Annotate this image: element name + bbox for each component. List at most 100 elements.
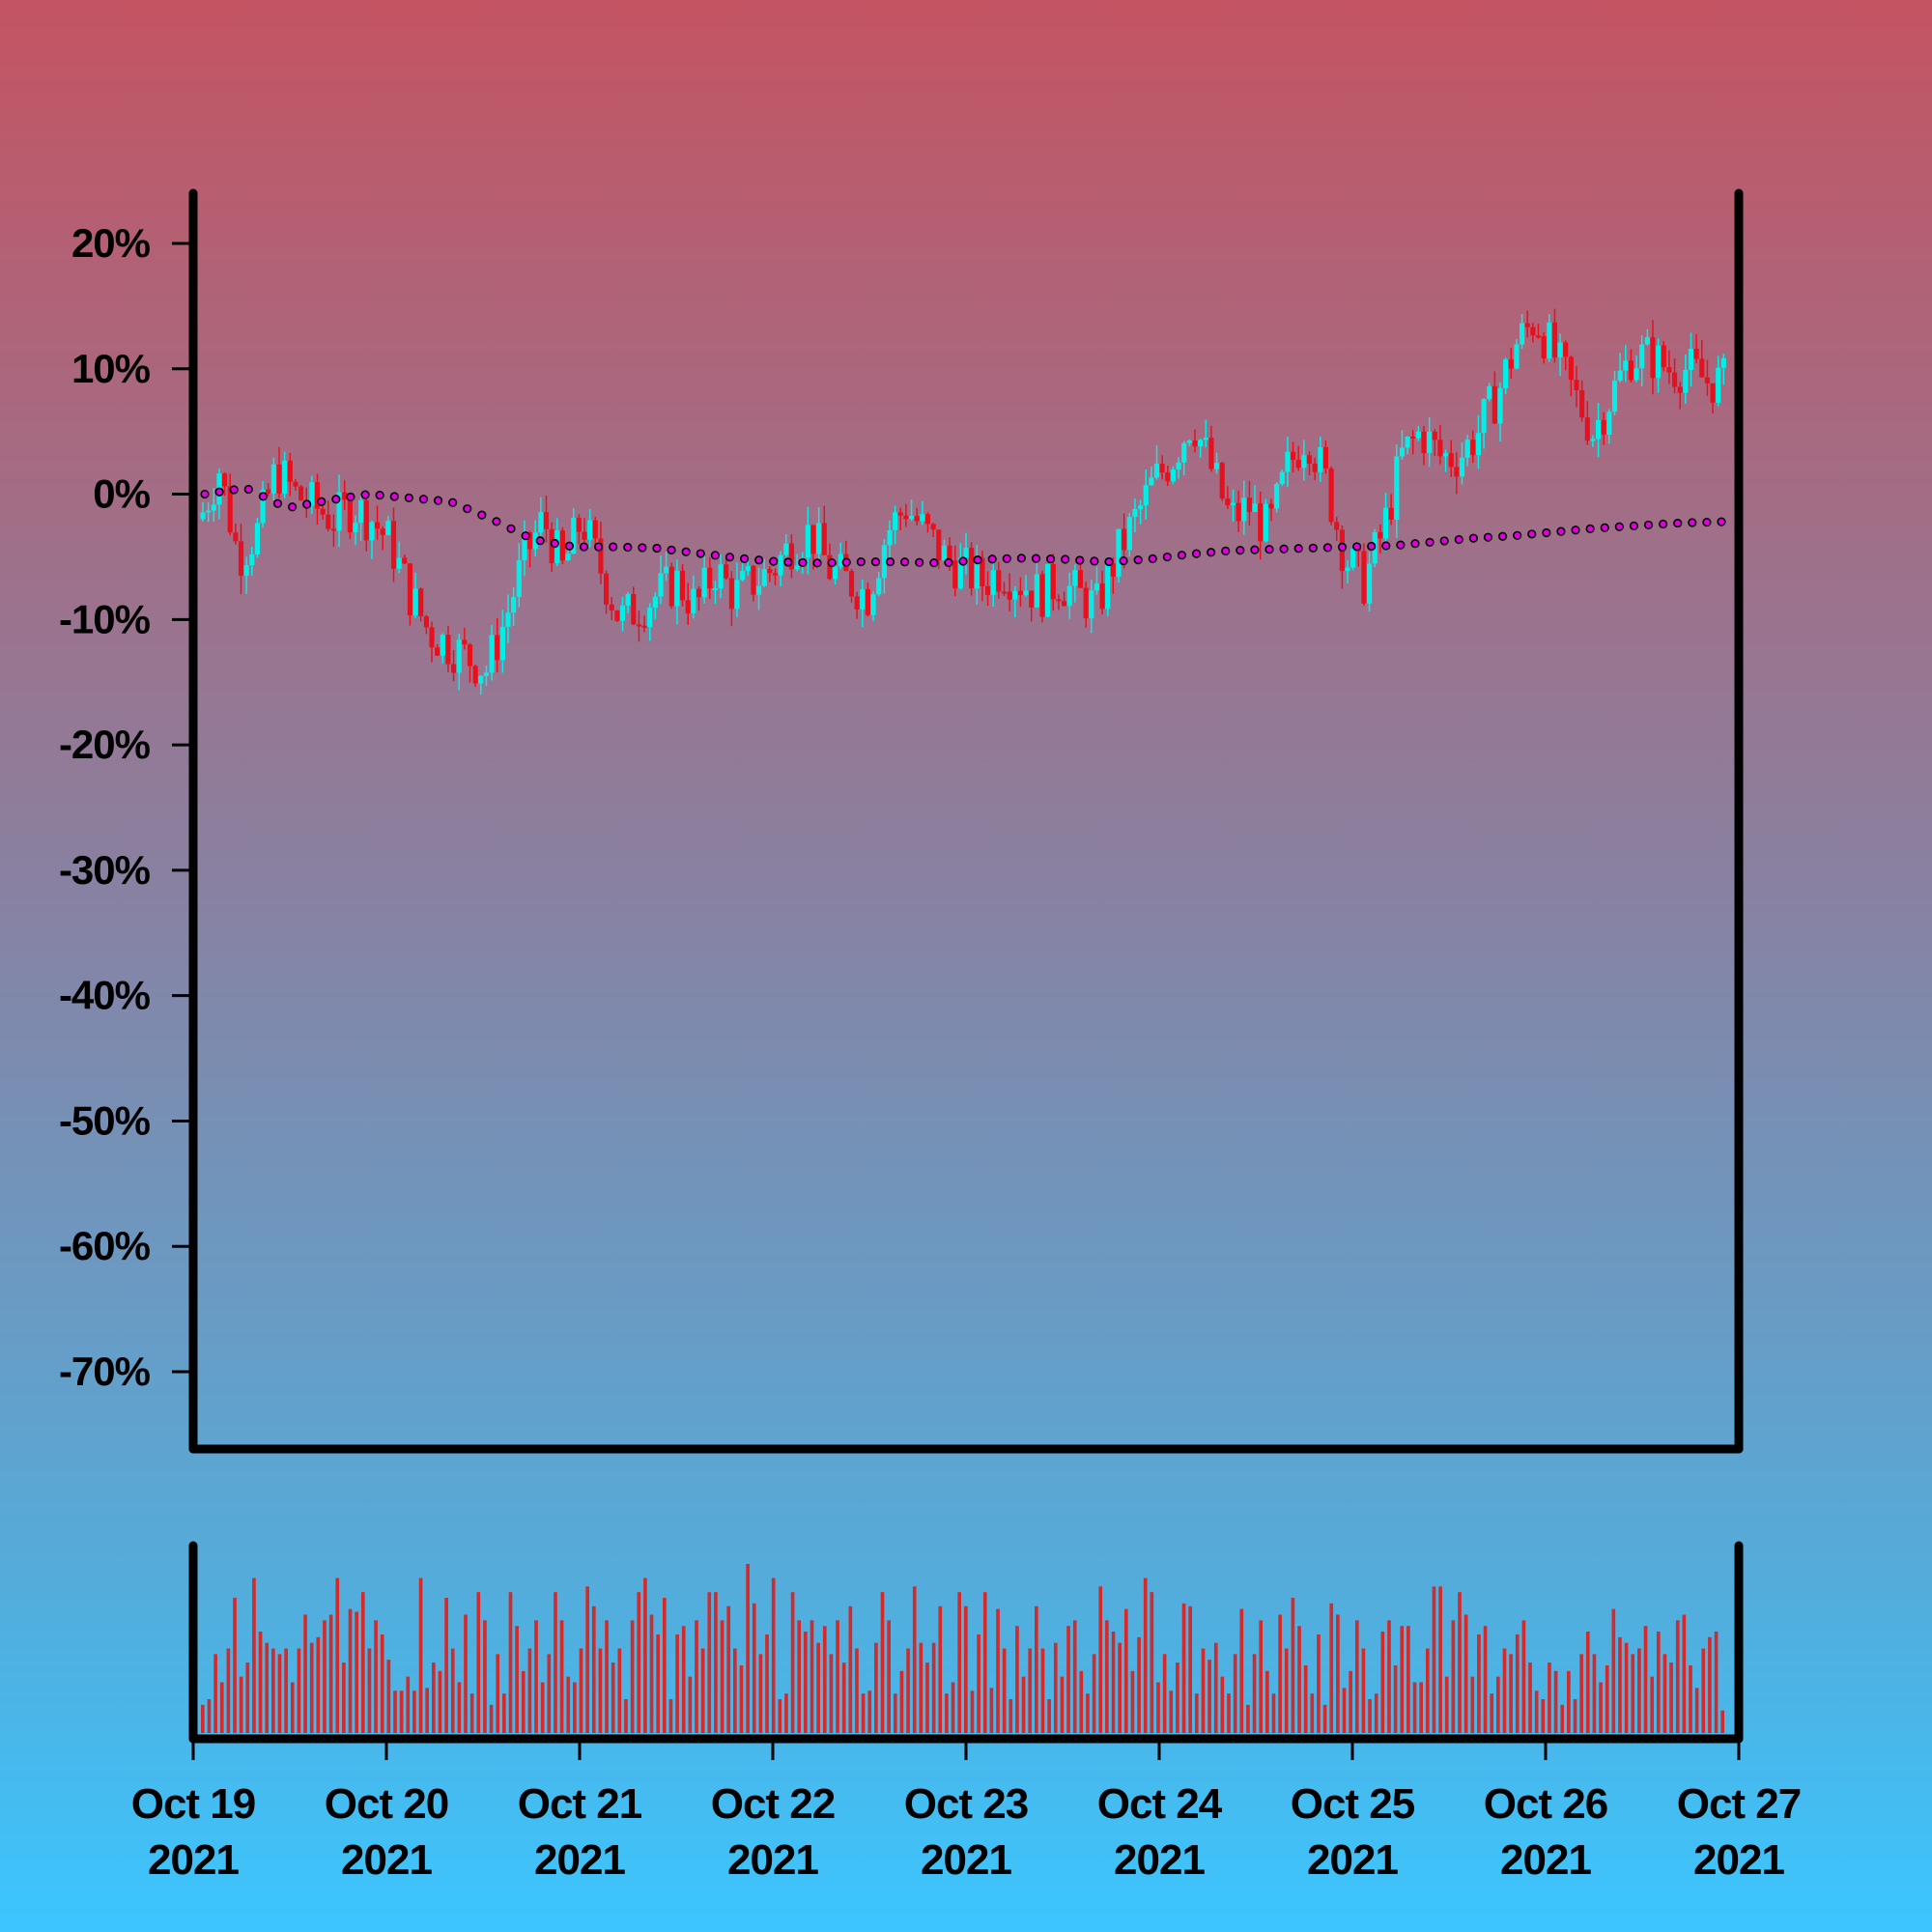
candle-body <box>1601 419 1606 435</box>
moving-average-point <box>1264 545 1274 554</box>
candle-body <box>903 515 909 520</box>
candle-body <box>1432 431 1437 440</box>
volume-bar <box>1105 1620 1109 1733</box>
moving-average-point <box>1717 517 1726 526</box>
volume-bar <box>303 1614 307 1733</box>
candle-body <box>1241 497 1247 522</box>
volume-bar <box>1643 1626 1648 1733</box>
moving-average-point <box>1629 521 1639 530</box>
candle-body <box>565 554 571 561</box>
candle-body <box>527 532 533 550</box>
moving-average-point <box>1279 544 1289 554</box>
volume-bar <box>1662 1654 1667 1733</box>
x-tick-label-year: 2021 <box>148 1836 239 1884</box>
candle-body <box>924 514 931 525</box>
volume-bar <box>714 1592 718 1733</box>
moving-average-point <box>1119 555 1128 566</box>
candle-body <box>1110 563 1116 577</box>
volume-bar <box>1451 1620 1456 1733</box>
volume-bar <box>726 1605 731 1733</box>
volume-bar <box>816 1642 820 1733</box>
volume-bar <box>573 1682 577 1733</box>
volume-bar <box>867 1690 872 1733</box>
candle-body <box>375 522 381 529</box>
volume-bar <box>1336 1614 1340 1733</box>
moving-average-point <box>404 493 413 502</box>
volume-bar <box>899 1670 904 1733</box>
volume-bar <box>328 1614 333 1733</box>
volume-bar <box>1176 1662 1179 1733</box>
y-axis: 20% 10% 0% -10% -20% -30% -40% -50% -60% -70% <box>59 220 193 1394</box>
moving-average-point <box>346 492 355 502</box>
candle-body <box>1388 507 1394 520</box>
candle-body <box>1557 342 1563 358</box>
volume-bar <box>1342 1688 1347 1733</box>
volume-bar <box>1560 1704 1565 1733</box>
moving-average-point <box>681 547 691 556</box>
volume-bar <box>1483 1626 1488 1733</box>
candle-body <box>407 563 412 616</box>
volume-bar <box>412 1690 416 1733</box>
moving-average-point <box>258 492 268 501</box>
candle-body <box>1530 327 1536 336</box>
volume-bar <box>540 1682 545 1733</box>
volume-bar <box>720 1620 724 1733</box>
candle-body <box>1492 385 1497 424</box>
candle-body <box>1644 337 1650 345</box>
candle-body <box>1704 377 1710 384</box>
moving-average-point <box>638 543 647 553</box>
volume-bar <box>1009 1699 1013 1733</box>
moving-average-point <box>1337 542 1348 552</box>
candle-body <box>674 570 680 607</box>
candle-body <box>712 587 718 590</box>
candle-body <box>936 529 942 561</box>
moving-average-point <box>1381 541 1391 551</box>
candle-body <box>1628 360 1634 381</box>
candle-body <box>696 588 702 598</box>
volume-bar <box>912 1586 917 1733</box>
moving-average-point <box>1571 526 1580 535</box>
candle-body <box>418 588 424 616</box>
volume-bar <box>784 1693 788 1733</box>
candle-body <box>1611 381 1618 412</box>
volume-bar <box>637 1592 641 1733</box>
volume-bar <box>367 1648 372 1733</box>
moving-average-point <box>1513 530 1522 540</box>
moving-average-point <box>1207 548 1216 557</box>
volume-bar <box>406 1676 411 1733</box>
candle-body <box>1132 508 1138 518</box>
volume-bar <box>1387 1620 1391 1733</box>
candle-body <box>1590 439 1596 441</box>
volume-bar <box>1599 1682 1603 1733</box>
candle-body <box>1258 503 1264 542</box>
volume-bar <box>1400 1626 1405 1733</box>
volume-bar <box>765 1634 769 1733</box>
moving-average-point <box>1090 556 1099 566</box>
candle-body <box>233 532 239 542</box>
candle-body <box>440 635 445 656</box>
candle-body <box>1661 345 1666 368</box>
volume-bar <box>521 1670 526 1733</box>
candle-body <box>969 548 975 589</box>
candle-body <box>1050 563 1056 600</box>
volume-bar <box>931 1642 936 1733</box>
volume-bar <box>1259 1620 1264 1733</box>
moving-average-point <box>477 510 487 520</box>
volume-bar <box>1585 1632 1590 1733</box>
volume-bar <box>1579 1654 1583 1733</box>
candle-body <box>298 486 304 500</box>
volume-bar <box>1374 1693 1378 1733</box>
candle-body <box>1699 358 1705 378</box>
volume-bar <box>906 1648 910 1733</box>
candle-body <box>1176 462 1181 469</box>
candle-body <box>326 514 331 529</box>
moving-average-point <box>987 554 997 564</box>
volume-bar <box>1040 1648 1045 1733</box>
moving-average-point <box>724 553 735 562</box>
volume-bar <box>841 1662 846 1733</box>
volume-bar <box>1412 1682 1417 1733</box>
candle-body <box>1672 372 1678 387</box>
moving-average-point <box>579 542 589 552</box>
candle-body <box>1666 367 1672 373</box>
moving-average-point <box>944 557 953 567</box>
